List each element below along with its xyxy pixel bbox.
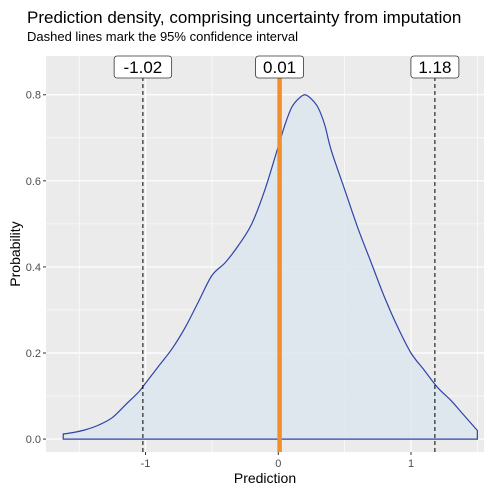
- chart-title: Prediction density, comprising uncertain…: [27, 8, 461, 27]
- x-axis-ticks: -1 0 1: [141, 452, 414, 470]
- y-tick-label: 0.0: [26, 434, 41, 446]
- annotation-box: [410, 55, 460, 79]
- x-tick-label: 0: [275, 458, 281, 470]
- density-area: [62, 94, 478, 440]
- annotation-box: [255, 55, 305, 79]
- annotation-label: -1.02: [124, 58, 163, 77]
- annotation-label: 0.01: [263, 58, 296, 77]
- chart-subtitle: Dashed lines mark the 95% confidence int…: [27, 29, 298, 44]
- annotation-label: 1.18: [418, 58, 451, 77]
- x-axis-title: Prediction: [234, 470, 296, 486]
- y-axis-title: Probability: [7, 221, 23, 286]
- y-tick-label: 0.6: [26, 176, 41, 188]
- y-axis-ticks: 0.0 0.2 0.4 0.6 0.8: [26, 90, 46, 446]
- x-tick-label: -1: [141, 458, 151, 470]
- y-tick-label: 0.2: [26, 348, 41, 360]
- reference-lines: [142, 56, 436, 452]
- y-tick-label: 0.8: [26, 90, 41, 102]
- y-tick-label: 0.4: [26, 262, 41, 274]
- density-series: [62, 94, 478, 440]
- annotation-box: [113, 55, 173, 79]
- annotation-labels: -1.02 0.01 1.18: [113, 55, 460, 79]
- x-tick-label: 1: [408, 458, 414, 470]
